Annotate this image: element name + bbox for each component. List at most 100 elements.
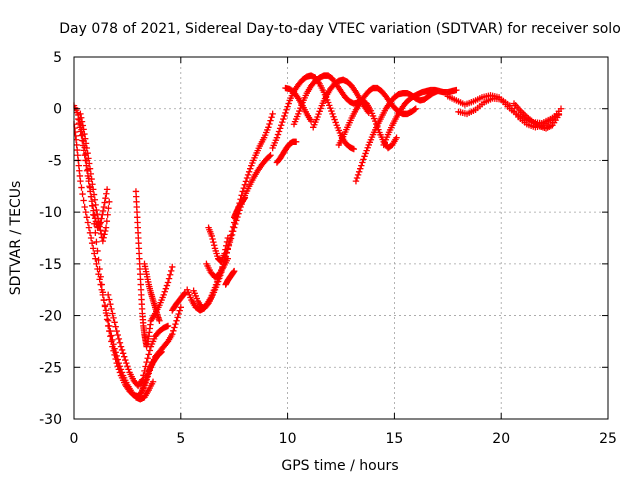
data-point [362, 150, 369, 157]
data-point [330, 113, 337, 120]
data-point [355, 168, 363, 176]
data-point [102, 307, 110, 314]
data-point [105, 205, 112, 212]
data-point [212, 281, 220, 289]
data-point [161, 288, 168, 295]
x-tick-label: 10 [279, 431, 297, 447]
data-point [224, 255, 231, 262]
data-point [112, 349, 119, 356]
data-point [307, 117, 315, 125]
data-point [82, 208, 89, 216]
series-track-26 [510, 100, 563, 132]
data-point [555, 111, 563, 119]
data-point [87, 170, 95, 178]
data-point [353, 174, 361, 182]
data-point [103, 217, 111, 225]
data-point [86, 165, 94, 172]
data-point [107, 300, 114, 308]
data-point [143, 358, 150, 366]
data-point [80, 126, 87, 133]
data-point [210, 242, 218, 249]
data-point [210, 238, 217, 246]
data-point [122, 356, 129, 364]
x-tick-label: 20 [492, 431, 510, 447]
data-point [357, 165, 364, 172]
data-point [99, 291, 107, 299]
data-point [213, 278, 221, 286]
data-point [81, 130, 88, 138]
data-point [292, 138, 300, 146]
data-point [104, 291, 112, 299]
data-point [158, 348, 165, 355]
data-point [88, 175, 95, 183]
data-point [101, 302, 109, 309]
data-point [209, 235, 216, 243]
data-point [83, 144, 91, 152]
data-point [170, 327, 177, 335]
data-point [110, 341, 117, 348]
x-tick-label: 15 [385, 431, 403, 447]
data-point [88, 239, 96, 247]
data-point [361, 153, 368, 160]
data-point [266, 120, 273, 128]
data-point [108, 332, 115, 339]
data-point [92, 201, 99, 209]
data-point [314, 113, 321, 121]
data-point [77, 177, 84, 185]
series-track-8 [139, 348, 165, 394]
data-point [90, 191, 98, 198]
data-point [171, 324, 178, 331]
data-point [144, 355, 151, 362]
data-point [275, 128, 283, 135]
data-point [231, 267, 238, 275]
axis-tick-labels: 0 5 10 15 20 25 -30 -25 -20 -15 -10 -5 0 5 [39, 50, 617, 447]
series-track-13 [205, 224, 231, 265]
x-tick-label: 5 [176, 431, 185, 447]
data-point [167, 267, 175, 275]
data-point [282, 109, 289, 117]
data-point [101, 231, 108, 238]
data-point [326, 102, 333, 109]
data-point [242, 178, 250, 185]
data-point [106, 322, 113, 330]
y-tick-label: -15 [39, 257, 62, 273]
data-point [228, 231, 236, 239]
data-point [95, 271, 102, 278]
data-point [181, 290, 188, 298]
data-point [92, 255, 99, 262]
data-point [125, 366, 132, 373]
data-point [94, 211, 101, 218]
data-point [354, 171, 362, 179]
data-point [274, 131, 282, 138]
data-point [223, 238, 231, 246]
data-point [365, 109, 372, 117]
data-point [176, 307, 183, 314]
data-point [245, 168, 253, 176]
data-point [296, 107, 303, 115]
data-point [146, 347, 154, 354]
data-point [267, 152, 274, 159]
chart-title: Day 078 of 2021, Sidereal Day-to-day VTE… [59, 21, 621, 37]
series-track-15 [231, 194, 249, 221]
data-point [557, 105, 565, 112]
data-point [109, 336, 116, 344]
data-point [101, 199, 108, 206]
data-point [102, 194, 109, 202]
data-point [89, 181, 96, 188]
data-point [241, 194, 249, 201]
data-point [268, 114, 275, 121]
series-track-1 [73, 102, 184, 400]
data-point [103, 186, 111, 193]
data-point [104, 211, 111, 218]
data-point [79, 122, 87, 129]
data-point [115, 335, 123, 343]
data-point [295, 110, 302, 118]
data-point [85, 224, 93, 231]
data-point [86, 229, 94, 237]
data-point [90, 245, 97, 252]
data-point [78, 184, 85, 191]
data-point [164, 322, 172, 330]
data-point [93, 206, 100, 214]
series-track-7 [141, 260, 163, 324]
